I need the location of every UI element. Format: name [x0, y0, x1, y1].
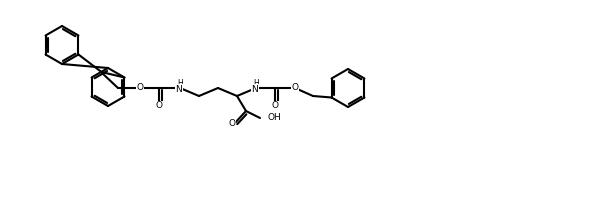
Text: N: N [176, 84, 182, 94]
Text: O: O [156, 102, 162, 110]
Text: O: O [229, 120, 235, 129]
Text: H: H [253, 78, 259, 88]
Text: OH: OH [267, 114, 281, 123]
Text: N: N [252, 84, 258, 94]
Text: O: O [137, 83, 143, 93]
Text: O: O [291, 83, 299, 93]
Text: H: H [177, 78, 183, 88]
Text: O: O [272, 102, 278, 110]
